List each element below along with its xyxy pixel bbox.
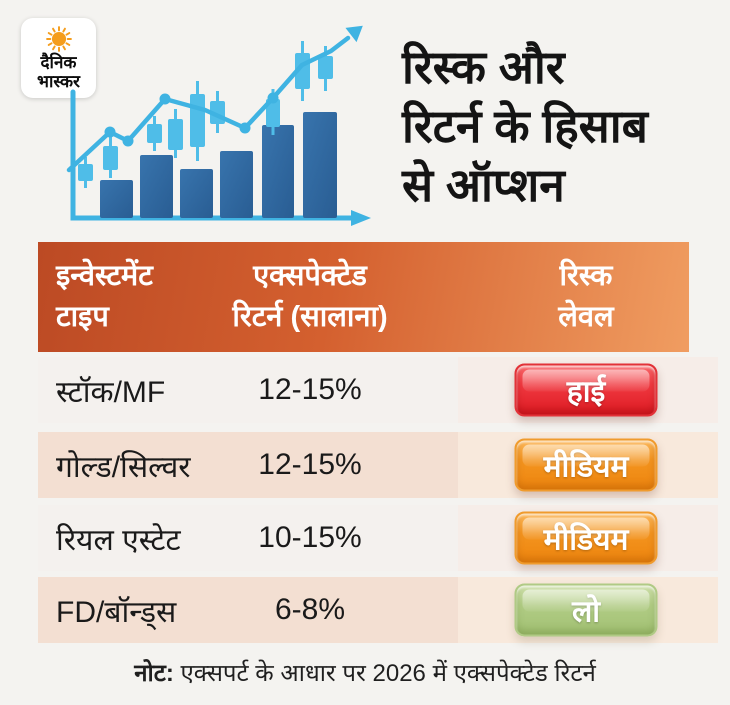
sun-icon [45, 26, 72, 52]
risk-level-badge: मीडियम [514, 438, 658, 492]
table-header: इन्वेस्टमेंट टाइप एक्सपेक्टेड रिटर्न (सा… [38, 242, 689, 352]
expected-return-cell: 12-15% [258, 448, 362, 481]
footnote: नोट: एक्सपर्ट के आधार पर 2026 में एक्सपे… [0, 656, 730, 689]
logo-text-line2: भास्कर [37, 72, 80, 91]
page-title-line: रिटर्न के हिसाब [402, 100, 648, 152]
page-title-line: रिस्क और [402, 41, 565, 93]
table-row: FD/बॉन्ड्स 6-8% लो [38, 577, 718, 643]
investment-type-cell: FD/बॉन्ड्स [56, 595, 177, 629]
page-title-line: से ऑप्शन [402, 159, 565, 211]
dainik-bhaskar-logo: दैनिक भास्कर [21, 18, 96, 98]
expected-return-cell: 6-8% [274, 593, 346, 626]
logo-text-line1: दैनिक [40, 53, 77, 72]
chart-axes [70, 89, 356, 221]
risk-level-badge: लो [514, 583, 658, 637]
page-title: रिस्क और रिटर्न के हिसाब से ऑप्शन [402, 38, 722, 215]
footnote-label: नोट: [134, 660, 174, 687]
header-expected-return: एक्सपेक्टेड रिटर्न (सालाना) [232, 260, 388, 333]
expected-return-cell: 12-15% [258, 373, 362, 406]
risk-level-badge: मीडियम [514, 511, 658, 565]
investment-type-cell: स्टॉक/MF [56, 375, 166, 409]
table-row: स्टॉक/MF 12-15% हाई [38, 357, 718, 423]
investment-type-cell: रियल एस्टेट [56, 523, 181, 557]
trend-line [66, 35, 351, 173]
trend-arrow-icon [345, 25, 363, 43]
trend-line-dots [104, 92, 279, 147]
chart-bars [100, 112, 337, 218]
expected-return-cell: 10-15% [258, 521, 362, 554]
table-row: गोल्ड/सिल्वर 12-15% मीडियम [38, 432, 718, 498]
x-axis-arrow-icon [351, 210, 371, 226]
risk-level-badge: हाई [514, 363, 658, 417]
header-investment-type: इन्वेस्टमेंट टाइप [56, 260, 153, 333]
header-risk-level: रिस्क लेवल [558, 260, 614, 333]
investment-type-cell: गोल्ड/सिल्वर [56, 450, 191, 484]
growth-chart-illustration [66, 25, 371, 226]
footnote-text: एक्सपर्ट के आधार पर 2026 में एक्सपेक्टेड… [180, 660, 596, 687]
table-row: रियल एस्टेट 10-15% मीडियम [38, 505, 718, 571]
